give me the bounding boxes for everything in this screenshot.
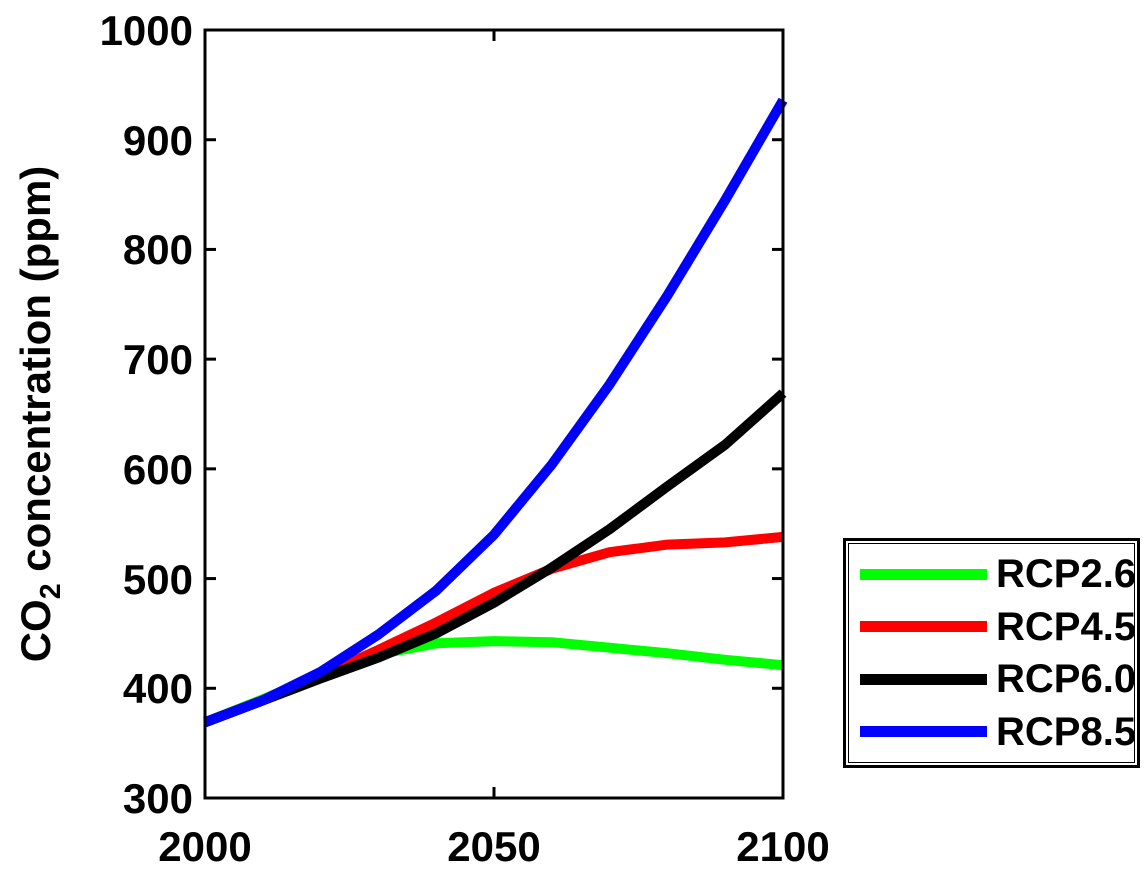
y-tick-label: 300 <box>123 775 193 822</box>
legend-label-rcp26: RCP2.6 <box>996 552 1137 597</box>
x-axis-tick-labels: 2000 2050 2100 <box>158 823 829 870</box>
y-axis-label-rest: concentration (ppm) <box>12 165 59 584</box>
curve-rcp8-5 <box>203 97 788 727</box>
y-tick-label: 800 <box>123 226 193 273</box>
legend-swatch-rcp45 <box>860 621 987 633</box>
curve-rcp6-0 <box>203 389 787 727</box>
y-tick-label: 1000 <box>100 7 193 54</box>
legend-inner-box: RCP2.6 RCP4.5 RCP6.0 RCP8.5 <box>848 543 1137 763</box>
y-tick-label: 700 <box>123 336 193 383</box>
legend-entry-rcp45: RCP4.5 <box>849 601 1137 653</box>
curves <box>203 97 788 727</box>
y-tick-label: 600 <box>123 446 193 493</box>
legend: RCP2.6 RCP4.5 RCP6.0 RCP8.5 <box>843 538 1140 768</box>
legend-swatch-rcp85 <box>860 726 987 738</box>
y-tick-label: 500 <box>123 556 193 603</box>
y-axis-label-main: CO <box>12 599 59 663</box>
legend-swatch-rcp26 <box>860 568 987 580</box>
legend-entry-rcp60: RCP6.0 <box>849 653 1137 705</box>
legend-label-rcp45: RCP4.5 <box>996 604 1137 649</box>
legend-label-rcp60: RCP6.0 <box>996 657 1137 702</box>
x-tick-label: 2050 <box>447 823 540 870</box>
x-tick-label: 2000 <box>158 823 251 870</box>
legend-label-rcp85: RCP8.5 <box>996 709 1137 754</box>
y-tick-label: 400 <box>123 665 193 712</box>
legend-swatch-rcp60 <box>860 673 987 685</box>
y-axis-tick-labels: 300 400 500 600 700 800 900 1000 <box>100 7 193 822</box>
y-axis-label: CO2 concentration (ppm) <box>12 30 68 798</box>
legend-entry-rcp85: RCP8.5 <box>849 706 1137 758</box>
x-tick-label: 2100 <box>736 823 829 870</box>
legend-entry-rcp26: RCP2.6 <box>849 548 1137 600</box>
axis-ticks <box>205 30 783 798</box>
y-tick-label: 900 <box>123 117 193 164</box>
y-axis-label-subscript: 2 <box>34 583 67 600</box>
